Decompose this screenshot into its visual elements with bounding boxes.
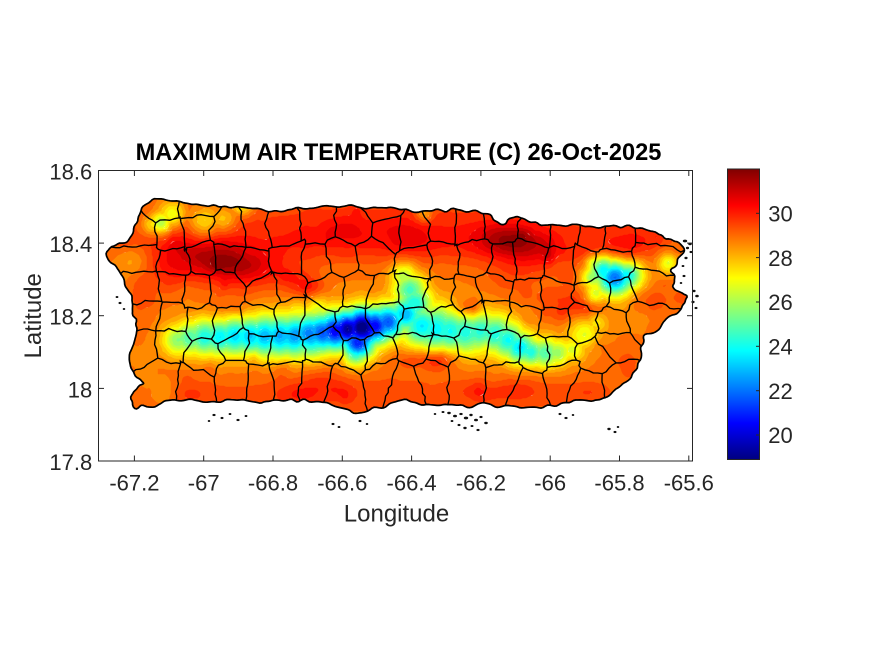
svg-text:Longitude: Longitude <box>344 501 449 528</box>
svg-text:-66: -66 <box>534 471 566 496</box>
svg-text:18: 18 <box>68 377 92 402</box>
svg-text:-67: -67 <box>188 471 220 496</box>
svg-text:26: 26 <box>768 290 792 315</box>
svg-text:17.8: 17.8 <box>49 450 92 475</box>
svg-text:-65.8: -65.8 <box>594 471 644 496</box>
svg-text:22: 22 <box>768 379 792 404</box>
svg-text:-66.4: -66.4 <box>387 471 437 496</box>
svg-text:18.4: 18.4 <box>49 232 92 257</box>
svg-text:30: 30 <box>768 202 792 227</box>
svg-text:28: 28 <box>768 246 792 271</box>
svg-text:Latitude: Latitude <box>20 273 47 358</box>
svg-text:-66.6: -66.6 <box>317 471 367 496</box>
svg-text:-65.6: -65.6 <box>664 471 714 496</box>
svg-text:18.2: 18.2 <box>49 305 92 330</box>
svg-text:-66.2: -66.2 <box>456 471 506 496</box>
svg-text:-67.2: -67.2 <box>109 471 159 496</box>
svg-text:20: 20 <box>768 423 792 448</box>
svg-text:-66.8: -66.8 <box>248 471 298 496</box>
svg-text:24: 24 <box>768 335 792 360</box>
svg-text:18.6: 18.6 <box>49 159 92 184</box>
svg-text:MAXIMUM AIR TEMPERATURE (C) 26: MAXIMUM AIR TEMPERATURE (C) 26-Oct-2025 <box>136 140 662 166</box>
